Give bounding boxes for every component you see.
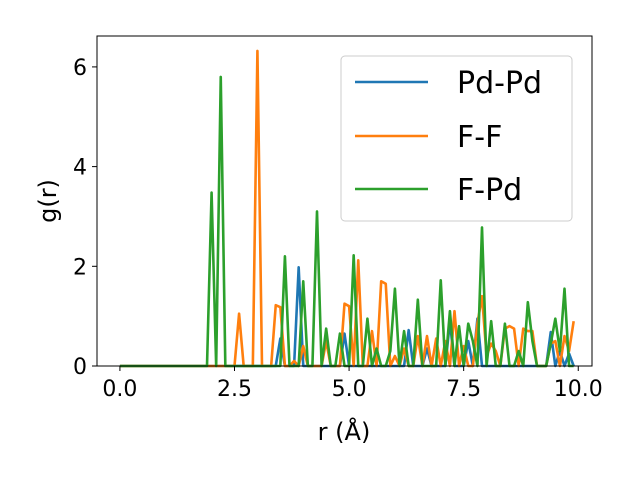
x-tick-label: 7.5 — [446, 377, 481, 402]
plot-frame — [96, 35, 593, 367]
x-tick-label: 0.0 — [102, 377, 137, 402]
x-tick-label: 5.0 — [332, 377, 367, 402]
legend-label: F-Pd — [457, 173, 522, 208]
y-axis-label: g(r) — [34, 179, 62, 223]
y-tick-label: 2 — [73, 255, 87, 280]
x-axis: 0.0 2.5 5.0 7.5 10.0 — [102, 366, 603, 402]
y-tick-label: 4 — [73, 156, 87, 181]
x-tick-label: 10.0 — [554, 377, 603, 402]
legend-label: Pd-Pd — [457, 66, 542, 101]
series-line-pd-pd — [119, 265, 575, 368]
y-tick-label: 0 — [73, 355, 87, 380]
y-tick-label: 6 — [73, 56, 87, 81]
legend: Pd-Pd F-F F-Pd — [340, 55, 573, 222]
legend-box — [340, 55, 573, 222]
x-axis-label: r (Å) — [318, 417, 371, 446]
legend-label: F-F — [457, 120, 502, 155]
y-axis: 0 2 4 6 — [73, 56, 97, 380]
x-tick-label: 2.5 — [217, 377, 252, 402]
